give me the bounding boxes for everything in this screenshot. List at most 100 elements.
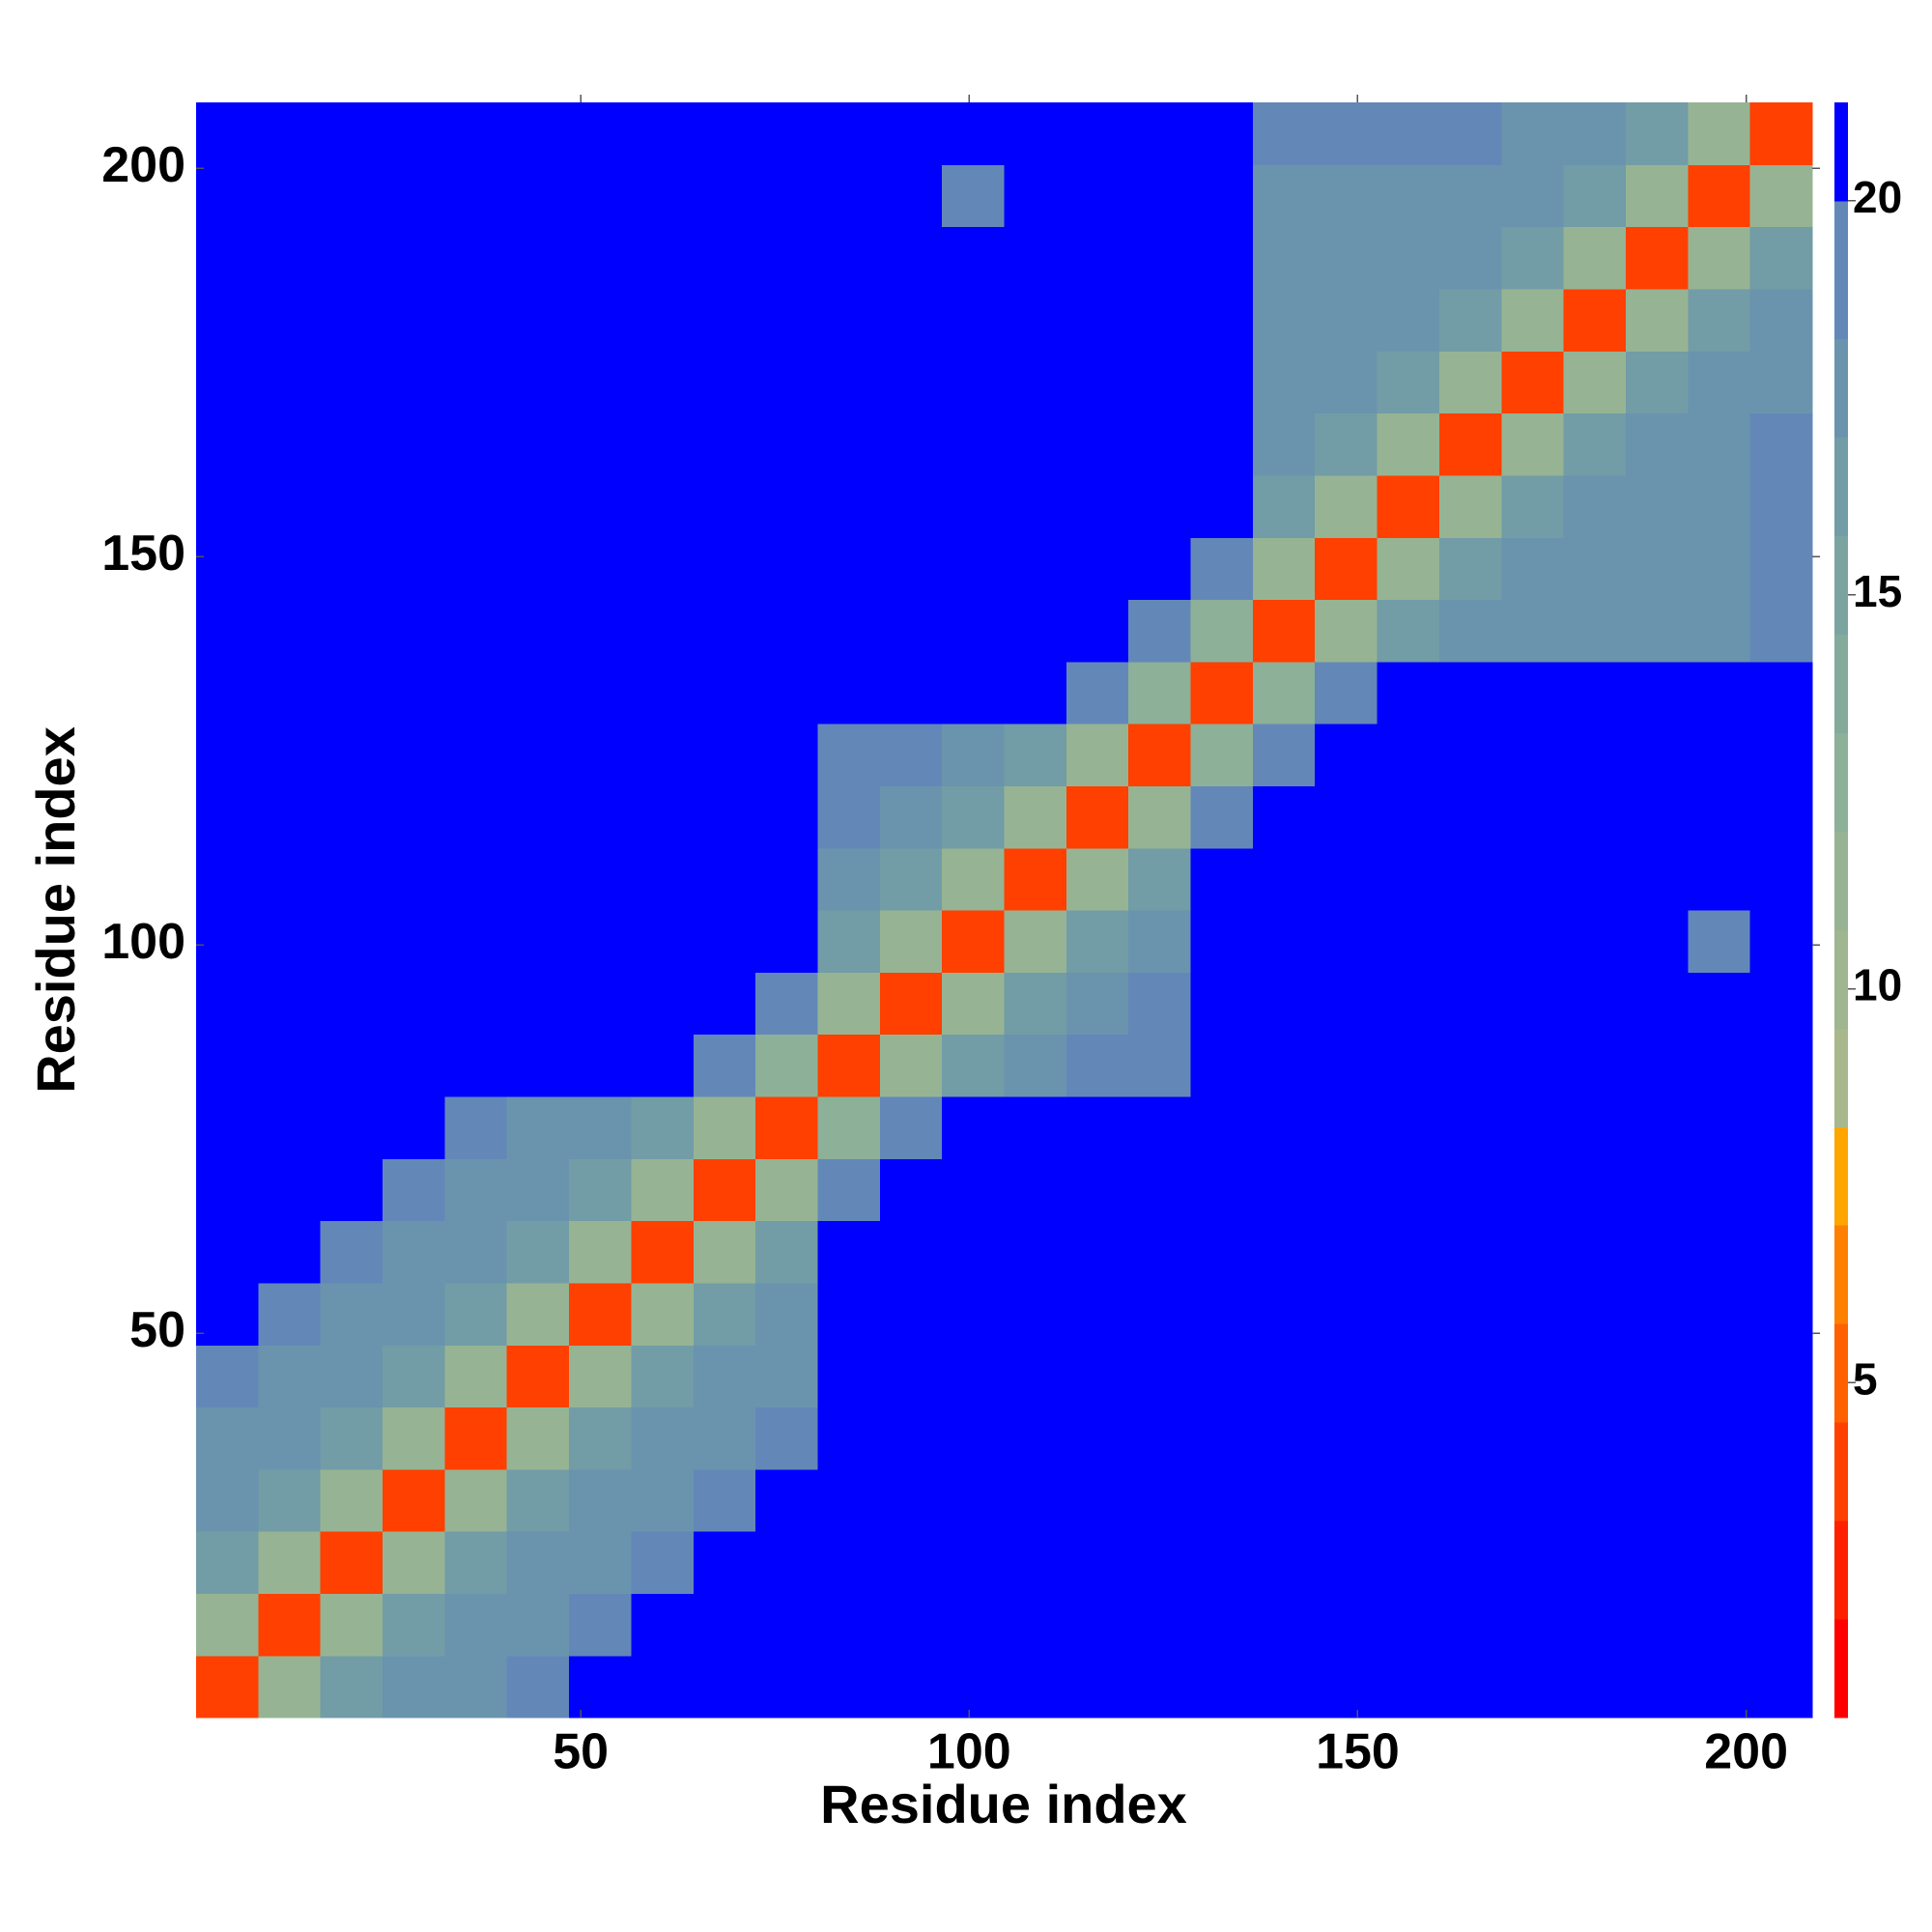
- heatmap-cell: [1190, 661, 1254, 724]
- colorbar-band: [1834, 1225, 1848, 1324]
- heatmap-cell: [196, 661, 259, 724]
- heatmap-cell: [1128, 724, 1192, 786]
- heatmap-cell: [444, 1220, 508, 1284]
- heatmap-cell: [258, 1282, 322, 1346]
- heatmap-cell: [1501, 1220, 1565, 1284]
- heatmap-cell: [879, 1282, 943, 1346]
- heatmap-cell: [320, 1158, 384, 1222]
- heatmap-cell: [631, 661, 695, 724]
- heatmap-cell: [196, 1282, 259, 1346]
- y-tick-label: 50: [129, 1302, 185, 1358]
- heatmap-cell: [879, 661, 943, 724]
- heatmap-cell: [1004, 537, 1067, 601]
- heatmap-cell: [569, 474, 633, 538]
- heatmap-cell: [755, 1406, 819, 1470]
- heatmap-cell: [1377, 1593, 1440, 1657]
- heatmap-cell: [1438, 1655, 1502, 1719]
- heatmap-cell: [444, 288, 508, 352]
- heatmap-cell: [444, 847, 508, 911]
- heatmap-cell: [196, 1095, 259, 1159]
- heatmap-cell: [196, 1220, 259, 1284]
- heatmap-cell: [1625, 785, 1689, 849]
- heatmap-cell: [1501, 164, 1565, 228]
- heatmap-cell: [1190, 1220, 1254, 1284]
- heatmap-cell: [755, 1158, 819, 1222]
- heatmap-cell: [258, 972, 322, 1036]
- heatmap-cell: [631, 537, 695, 601]
- heatmap-cell: [942, 785, 1006, 849]
- heatmap-cell: [1438, 474, 1502, 538]
- heatmap-cell: [1377, 661, 1440, 724]
- heatmap-cell: [569, 1095, 633, 1159]
- heatmap-cell: [1749, 599, 1813, 663]
- heatmap-cell: [631, 1468, 695, 1532]
- heatmap-cell: [1190, 599, 1254, 663]
- heatmap-cell: [1688, 1406, 1751, 1470]
- heatmap-cell: [1501, 1095, 1565, 1159]
- heatmap-cell: [320, 537, 384, 601]
- heatmap-cell: [258, 1220, 322, 1284]
- heatmap-cell: [320, 474, 384, 538]
- heatmap-cell: [693, 1158, 756, 1222]
- heatmap-cell: [444, 972, 508, 1036]
- heatmap-cell: [1128, 1655, 1192, 1719]
- heatmap-cell: [1004, 972, 1067, 1036]
- heatmap-cell: [1004, 661, 1067, 724]
- colorbar-tick-label: 15: [1853, 566, 1902, 616]
- heatmap-cell: [444, 102, 508, 165]
- heatmap-cell: [320, 1220, 384, 1284]
- heatmap-cell: [506, 1282, 570, 1346]
- heatmap-cell: [1004, 1406, 1067, 1470]
- heatmap-cell: [942, 1345, 1006, 1408]
- heatmap-cell: [1749, 1468, 1813, 1532]
- heatmap-cell: [1749, 785, 1813, 849]
- heatmap-cell: [1315, 1034, 1378, 1097]
- heatmap-cell: [1190, 972, 1254, 1036]
- heatmap-cell: [755, 661, 819, 724]
- heatmap-cell: [1252, 1655, 1316, 1719]
- heatmap-cell: [1377, 537, 1440, 601]
- heatmap-cell: [320, 972, 384, 1036]
- heatmap-cell: [383, 226, 445, 290]
- heatmap-cell: [1625, 1282, 1689, 1346]
- heatmap-cell: [755, 351, 819, 414]
- heatmap-cell: [1501, 724, 1565, 786]
- heatmap-cell: [1065, 1158, 1129, 1222]
- heatmap-cell: [1501, 599, 1565, 663]
- heatmap-cell: [320, 785, 384, 849]
- heatmap-cell: [1688, 1095, 1751, 1159]
- colorbar-band: [1834, 929, 1848, 1029]
- heatmap-cell: [444, 226, 508, 290]
- heatmap-cell: [942, 1095, 1006, 1159]
- heatmap-cell: [942, 1282, 1006, 1346]
- heatmap-cell: [1190, 351, 1254, 414]
- heatmap-cell: [196, 537, 259, 601]
- heatmap-cell: [817, 1034, 881, 1097]
- heatmap-cell: [817, 1531, 881, 1594]
- heatmap-cell: [1563, 474, 1627, 538]
- heatmap-cell: [1688, 102, 1751, 165]
- heatmap-cell: [1190, 847, 1254, 911]
- heatmap-cell: [196, 1345, 259, 1408]
- heatmap-cell: [631, 474, 695, 538]
- heatmap-cell: [383, 972, 445, 1036]
- heatmap-cell: [196, 599, 259, 663]
- heatmap-cell: [693, 102, 756, 165]
- heatmap-cell: [817, 599, 881, 663]
- heatmap-cell: [1128, 288, 1192, 352]
- heatmap-cell: [569, 537, 633, 601]
- heatmap-cell: [1315, 1282, 1378, 1346]
- heatmap-cell: [320, 1593, 384, 1657]
- heatmap-cell: [879, 1531, 943, 1594]
- heatmap-cell: [320, 1468, 384, 1532]
- heatmap-cell: [258, 1158, 322, 1222]
- heatmap-cell: [1315, 599, 1378, 663]
- heatmap-cell: [506, 226, 570, 290]
- heatmap-cell: [1377, 1158, 1440, 1222]
- heatmap-cell: [383, 1468, 445, 1532]
- heatmap-cell: [258, 537, 322, 601]
- heatmap-cell: [942, 351, 1006, 414]
- heatmap-cell: [1438, 1158, 1502, 1222]
- heatmap-cell: [693, 1593, 756, 1657]
